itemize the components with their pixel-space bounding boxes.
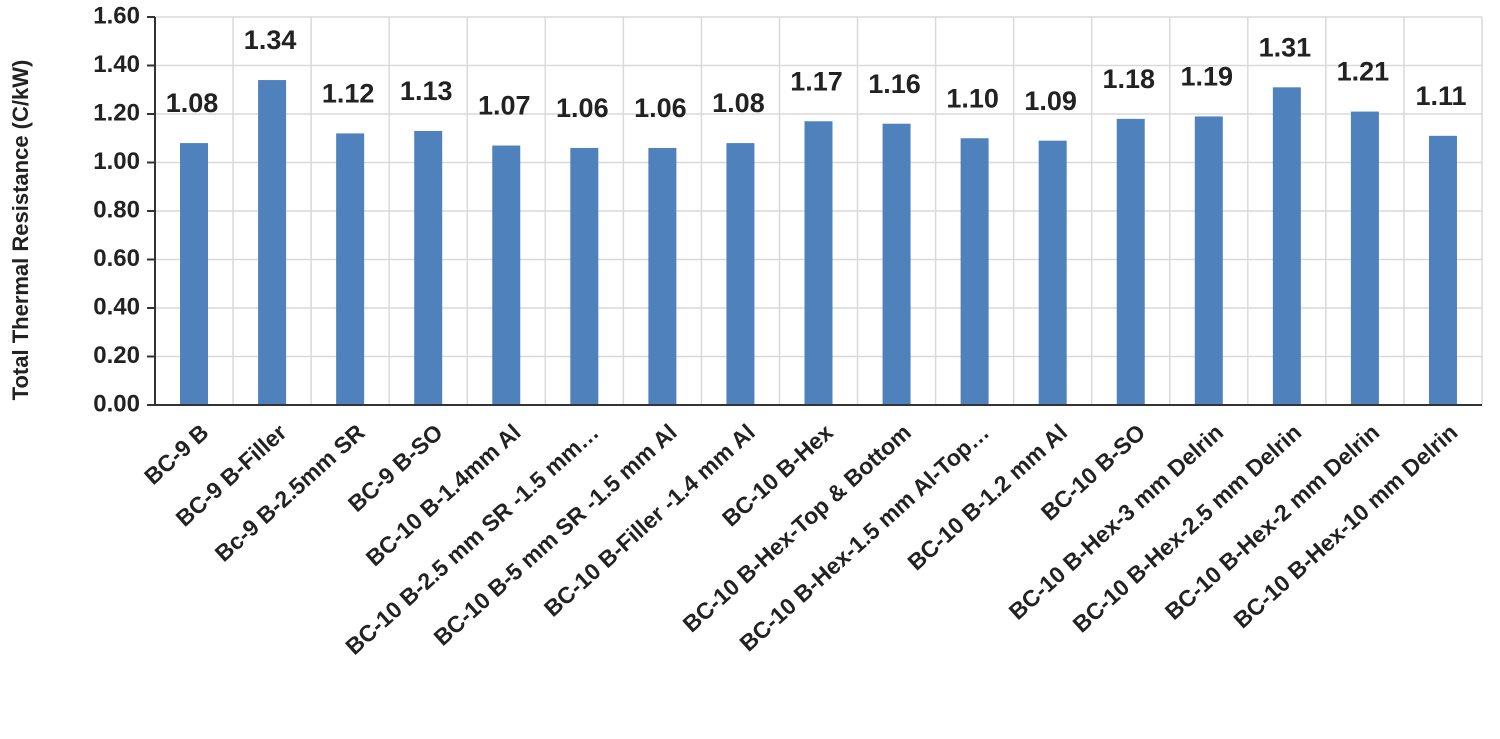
data-label: 1.08 — [712, 88, 765, 118]
data-label: 1.34 — [244, 25, 297, 55]
data-label: 1.11 — [1415, 81, 1466, 111]
data-label: 1.06 — [634, 93, 687, 123]
y-tick-label: 1.40 — [93, 51, 140, 78]
bar — [648, 147, 677, 405]
y-tick-label: 0.20 — [93, 342, 140, 369]
data-label: 1.13 — [400, 76, 453, 106]
bar — [1428, 135, 1457, 405]
data-label: 1.19 — [1181, 62, 1234, 92]
bar — [414, 130, 443, 405]
y-tick-label: 0.40 — [93, 293, 140, 320]
data-label: 1.17 — [790, 66, 843, 96]
data-label: 1.12 — [322, 79, 375, 109]
bar — [960, 138, 989, 405]
y-tick-label: 0.80 — [93, 196, 140, 223]
y-tick-label: 1.20 — [93, 99, 140, 126]
bar — [882, 123, 911, 405]
y-tick-label: 0.60 — [93, 245, 140, 272]
data-label: 1.21 — [1337, 57, 1390, 87]
x-tick-label: Bc-9 B-2.5mm SR — [210, 419, 370, 567]
bar — [804, 121, 833, 406]
y-axis-title: Total Thermal Resistance (C/kW) — [8, 60, 33, 401]
bar — [726, 143, 755, 405]
bar — [336, 133, 365, 405]
y-tick-label: 1.00 — [93, 148, 140, 175]
data-label: 1.09 — [1024, 86, 1077, 116]
data-label: 1.10 — [946, 83, 999, 113]
bar — [1116, 118, 1145, 405]
bar — [492, 145, 521, 405]
data-label: 1.31 — [1259, 32, 1312, 62]
x-tick-label: BC-9 B — [139, 419, 213, 490]
data-label: 1.18 — [1102, 64, 1155, 94]
bar — [1350, 111, 1379, 405]
y-tick-label: 0.00 — [93, 390, 140, 417]
data-label: 1.06 — [556, 93, 609, 123]
bar — [258, 80, 287, 406]
bar — [1194, 116, 1223, 406]
bar — [180, 143, 209, 405]
data-label: 1.07 — [478, 91, 531, 121]
bar — [1272, 87, 1301, 405]
bar — [1038, 140, 1067, 406]
data-label: 1.08 — [166, 88, 219, 118]
data-label: 1.16 — [868, 69, 921, 99]
bar — [570, 147, 599, 405]
y-tick-label: 1.60 — [93, 2, 140, 29]
